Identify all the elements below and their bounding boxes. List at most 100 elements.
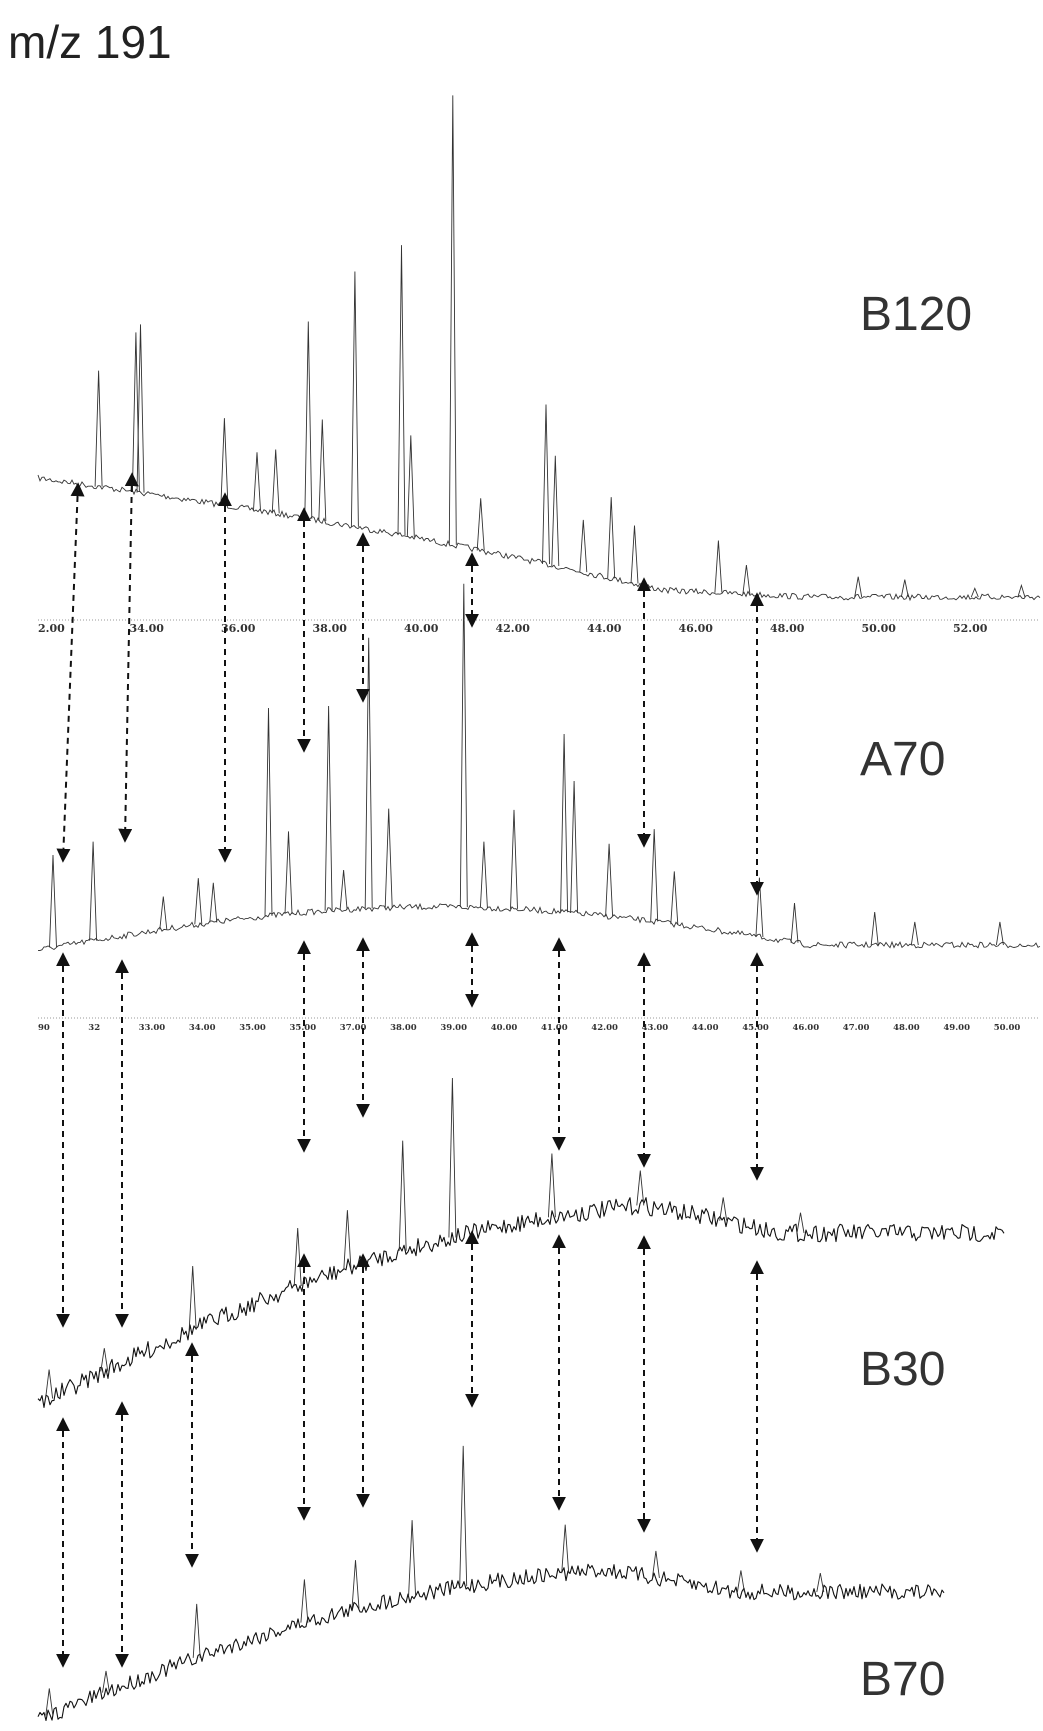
tick-label: 50.00 xyxy=(862,622,897,635)
peak xyxy=(45,1369,54,1399)
peak xyxy=(271,449,280,514)
peak xyxy=(816,1573,825,1593)
tick-label: 37.00 xyxy=(340,1023,367,1033)
peak xyxy=(636,1170,645,1206)
tick-label: 33.00 xyxy=(139,1023,166,1033)
peak xyxy=(264,707,273,916)
peak xyxy=(324,705,333,911)
peak xyxy=(736,1570,745,1593)
peak xyxy=(476,498,485,551)
connector-arrows xyxy=(56,472,764,1668)
tick-label: 52.00 xyxy=(953,622,988,635)
tick-label: 48.00 xyxy=(893,1023,920,1033)
peak xyxy=(605,843,614,917)
tick-label: 49.00 xyxy=(943,1023,970,1033)
peak xyxy=(350,271,359,527)
tick-label: 39.00 xyxy=(440,1023,467,1033)
trace-labels: B120 A70 B30 B70 xyxy=(860,288,972,1706)
peak xyxy=(253,452,261,511)
peak xyxy=(796,1212,805,1234)
tick-label: 42.00 xyxy=(591,1023,618,1033)
tick-label: 48.00 xyxy=(770,622,805,635)
trace-label-b30: B30 xyxy=(860,1343,945,1396)
peak xyxy=(547,1153,556,1218)
correlation-arrow xyxy=(118,472,139,843)
tick-label: 41.00 xyxy=(541,1023,568,1033)
figure-title: m/z 191 xyxy=(8,16,172,68)
tick-label: 32 xyxy=(88,1023,100,1033)
peak xyxy=(670,871,679,925)
peak xyxy=(542,404,550,565)
tick-label: 90 xyxy=(38,1023,50,1033)
peak xyxy=(900,579,909,598)
peak xyxy=(364,637,373,909)
peak xyxy=(560,733,569,913)
peak xyxy=(448,1077,457,1238)
trace-label-b120: B120 xyxy=(860,288,972,341)
peak xyxy=(570,780,579,914)
tick-label: 46.00 xyxy=(793,1023,820,1033)
trace-a70 xyxy=(37,583,1041,951)
peak xyxy=(136,324,145,493)
peak xyxy=(651,1550,660,1578)
tick-label: 42.00 xyxy=(496,622,531,635)
trace-baseline xyxy=(37,1563,945,1722)
trace-b120 xyxy=(37,95,1041,602)
peak xyxy=(408,1520,417,1596)
peak xyxy=(459,1445,468,1587)
peak xyxy=(459,583,468,908)
peak xyxy=(870,911,879,946)
tick-label: 44.00 xyxy=(587,622,622,635)
peak xyxy=(397,245,406,536)
peak xyxy=(209,882,218,923)
peak xyxy=(479,841,488,908)
peak xyxy=(742,564,751,595)
tick-label: 46.00 xyxy=(679,622,714,635)
peak xyxy=(318,419,327,522)
peak xyxy=(398,1140,407,1251)
peak xyxy=(45,1688,54,1716)
tick-label: 35.00 xyxy=(239,1023,266,1033)
trace-b70 xyxy=(37,1445,945,1722)
peak xyxy=(351,1560,360,1609)
peak xyxy=(719,1197,728,1221)
tick-label: 38.00 xyxy=(313,622,348,635)
peak xyxy=(159,896,168,930)
peak xyxy=(510,809,518,909)
tick-label: 38.00 xyxy=(390,1023,417,1033)
tick-label: 35.00 xyxy=(290,1023,317,1033)
peak xyxy=(406,435,415,537)
tick-label: 34.00 xyxy=(189,1023,216,1033)
peak xyxy=(94,370,103,487)
peak xyxy=(448,95,457,545)
trace-b30 xyxy=(37,1077,1005,1408)
tick-label: 2.00 xyxy=(38,622,65,635)
peak xyxy=(551,455,560,567)
peak xyxy=(220,418,229,506)
trace-baseline xyxy=(37,474,1041,602)
peak xyxy=(995,921,1004,946)
peak xyxy=(304,321,313,519)
peak xyxy=(910,921,919,946)
trace-baseline xyxy=(37,902,1041,951)
peak xyxy=(293,1227,302,1287)
peak xyxy=(790,903,799,943)
peak xyxy=(49,854,57,948)
peak xyxy=(89,841,98,941)
peak xyxy=(188,1265,197,1330)
peak xyxy=(854,576,863,598)
peak xyxy=(1017,583,1026,598)
correlation-arrow xyxy=(56,482,85,863)
peak xyxy=(194,878,203,925)
axes-group: 2.00 34.00 36.00 38.00 40.00 42.00 44.00 46.00 4… xyxy=(38,619,1040,1033)
tick-label: 43.00 xyxy=(642,1023,669,1033)
trace-label-a70: A70 xyxy=(860,733,945,786)
tick-label: 34.00 xyxy=(130,622,165,635)
peak xyxy=(102,1670,110,1693)
peak xyxy=(284,831,293,914)
peak xyxy=(192,1603,201,1658)
peak xyxy=(630,525,639,584)
tick-label: 47.00 xyxy=(843,1023,870,1033)
peak xyxy=(561,1524,570,1574)
peak xyxy=(579,519,588,573)
